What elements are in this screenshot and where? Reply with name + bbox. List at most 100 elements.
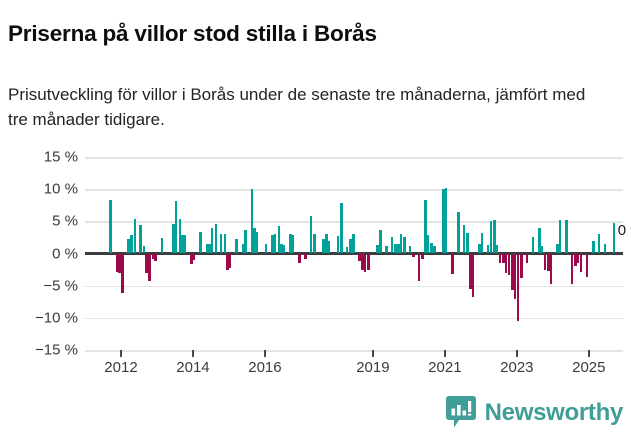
- chart-bar: [229, 253, 232, 269]
- chart-bar: [223, 233, 226, 254]
- chart-bar: [250, 189, 253, 254]
- chart-bar: [532, 237, 535, 254]
- bar-chart: 15 %10 %5 %0 %−5 %−10 %−15 % 0 % 2012201…: [0, 140, 631, 385]
- chart-bar: [361, 253, 364, 271]
- chart-bar: [145, 253, 148, 273]
- chart-bar: [277, 225, 280, 254]
- chart-bar: [358, 253, 361, 262]
- chart-bar: [199, 231, 202, 254]
- chart-bar: [424, 200, 427, 254]
- x-axis-tick-label: 2019: [356, 359, 390, 376]
- x-axis-tick: [120, 350, 122, 357]
- newsworthy-logo[interactable]: Newsworthy: [445, 396, 624, 429]
- chart-bar: [160, 238, 163, 254]
- chart-bar: [586, 253, 589, 277]
- zero-baseline: [85, 252, 623, 255]
- chart-bar: [193, 253, 196, 260]
- chart-bar: [394, 243, 397, 254]
- last-value-label: 0 %: [617, 221, 631, 239]
- chart-bar: [178, 219, 181, 254]
- chart-bar: [346, 247, 349, 254]
- x-axis-tick-label: 2016: [248, 359, 282, 376]
- chart-bar: [445, 187, 448, 254]
- chart-bar: [241, 244, 244, 254]
- chart-bar: [442, 188, 445, 254]
- chart-bar: [283, 245, 286, 254]
- chart-bar: [469, 253, 472, 289]
- page-title: Priserna på villor stod stilla i Borås: [8, 21, 377, 47]
- x-axis-tick: [371, 350, 374, 357]
- chart-bar: [148, 253, 151, 282]
- chart-bar: [274, 234, 277, 254]
- chart-bar: [598, 233, 601, 254]
- chart-bar: [313, 233, 316, 254]
- newsworthy-wordmark: Newsworthy: [484, 398, 624, 426]
- y-axis-labels: 15 % 10 % 5 % 0 % −5 % −10 % −15 %: [0, 149, 78, 359]
- chart-bar: [340, 202, 343, 254]
- chart-bar: [376, 245, 379, 254]
- chart-bar: [244, 230, 247, 254]
- page-subtitle: Prisutveckling för villor i Borås under …: [8, 85, 586, 129]
- chart-bar: [175, 200, 178, 254]
- chart-bar: [151, 253, 154, 259]
- chart-bar: [400, 234, 403, 254]
- gridline: [85, 285, 623, 288]
- chart-bar: [139, 225, 142, 254]
- chart-bar: [226, 253, 229, 271]
- chart-bar: [127, 239, 130, 254]
- chart-bar: [493, 220, 496, 254]
- chart-bar: [280, 243, 283, 254]
- bar-chart-speech-bubble-icon: [445, 396, 476, 429]
- chart-footer: Newsworthy: [0, 392, 631, 439]
- gridline: [85, 221, 623, 223]
- chart-bar: [220, 233, 223, 254]
- chart-bar: [298, 253, 301, 264]
- chart-bar: [154, 253, 157, 261]
- chart-bar: [403, 237, 406, 254]
- chart-bar: [121, 253, 124, 294]
- x-axis-tick: [587, 350, 590, 357]
- chart-bar: [421, 253, 424, 259]
- chart-bar: [142, 245, 145, 254]
- gridline: [85, 189, 623, 191]
- chart-bar: [463, 224, 466, 254]
- chart-bar: [580, 253, 583, 273]
- chart-bar: [520, 253, 523, 278]
- chart-bar: [181, 234, 184, 254]
- x-axis-tick: [515, 350, 518, 357]
- chart-bar: [502, 253, 505, 264]
- chart-bar: [211, 227, 214, 254]
- chart-bar: [256, 232, 259, 254]
- chart-bar: [130, 234, 133, 254]
- chart-bar: [478, 244, 481, 254]
- chart-bar: [487, 245, 490, 254]
- chart-bar: [325, 233, 328, 254]
- chart-bar: [505, 253, 508, 273]
- x-axis: 2012 2014 2016 2019 2021 2023 2025: [85, 350, 623, 385]
- y-axis-tick-label: 5 %: [52, 212, 78, 230]
- chart-bar: [577, 253, 580, 263]
- chart-bar: [118, 253, 121, 274]
- x-axis-tick-label: 2012: [104, 359, 138, 376]
- y-axis-tick-label: 10 %: [43, 180, 78, 198]
- chart-bar: [427, 234, 430, 254]
- chart-bar: [235, 238, 238, 254]
- y-axis-tick-label: −15 %: [35, 341, 78, 359]
- chart-bar: [496, 245, 499, 254]
- chart-bar: [271, 234, 274, 254]
- chart-bar: [214, 223, 217, 254]
- chart-bar: [451, 253, 454, 275]
- chart-bar: [556, 243, 559, 254]
- chart-bar: [559, 220, 562, 254]
- x-axis-tick-label: 2025: [572, 359, 606, 376]
- chart-bar: [490, 220, 493, 254]
- chart-bar: [172, 223, 175, 254]
- chart-bar: [391, 236, 394, 254]
- chart-bar: [322, 239, 325, 254]
- chart-bar: [592, 240, 595, 254]
- chart-bar: [265, 243, 268, 254]
- chart-bar: [526, 253, 529, 263]
- chart-bar: [433, 246, 436, 254]
- x-axis-tick-label: 2023: [500, 359, 534, 376]
- chart-bar: [565, 220, 568, 254]
